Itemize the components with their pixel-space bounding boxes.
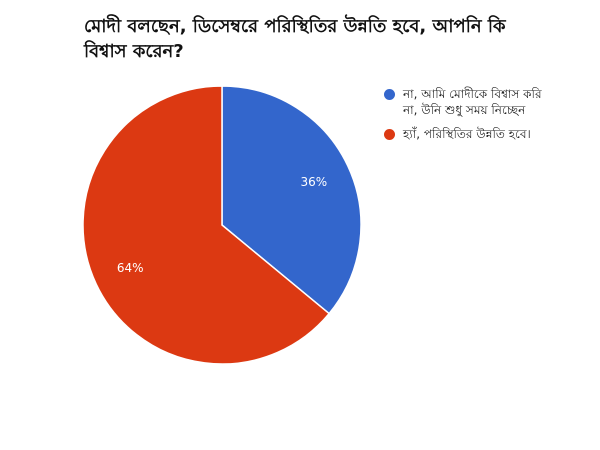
pie-slice-yes[interactable] [82,85,331,365]
slice-label-no: 36% [300,175,327,189]
legend-swatch-no [384,89,395,100]
pie-slice-no[interactable] [221,85,362,315]
legend-label-no: না, আমি মোদীকে বিশ্বাস করি না, উনি শুধু … [403,87,542,117]
chart-legend: না, আমি মোদীকে বিশ্বাস করি না, উনি শুধু … [384,86,544,150]
legend-label-yes: হ্যাঁ, পরিস্থিতির উন্নতি হবে। [403,127,531,141]
chart-title: মোদী বলছেন, ডিসেম্বরে পরিস্থিতির উন্নতি … [84,16,506,62]
legend-item-yes[interactable]: হ্যাঁ, পরিস্থিতির উন্নতি হবে। [384,126,544,142]
legend-swatch-yes [384,129,395,140]
slice-label-yes: 64% [117,261,144,275]
legend-item-no[interactable]: না, আমি মোদীকে বিশ্বাস করি না, উনি শুধু … [384,86,544,118]
